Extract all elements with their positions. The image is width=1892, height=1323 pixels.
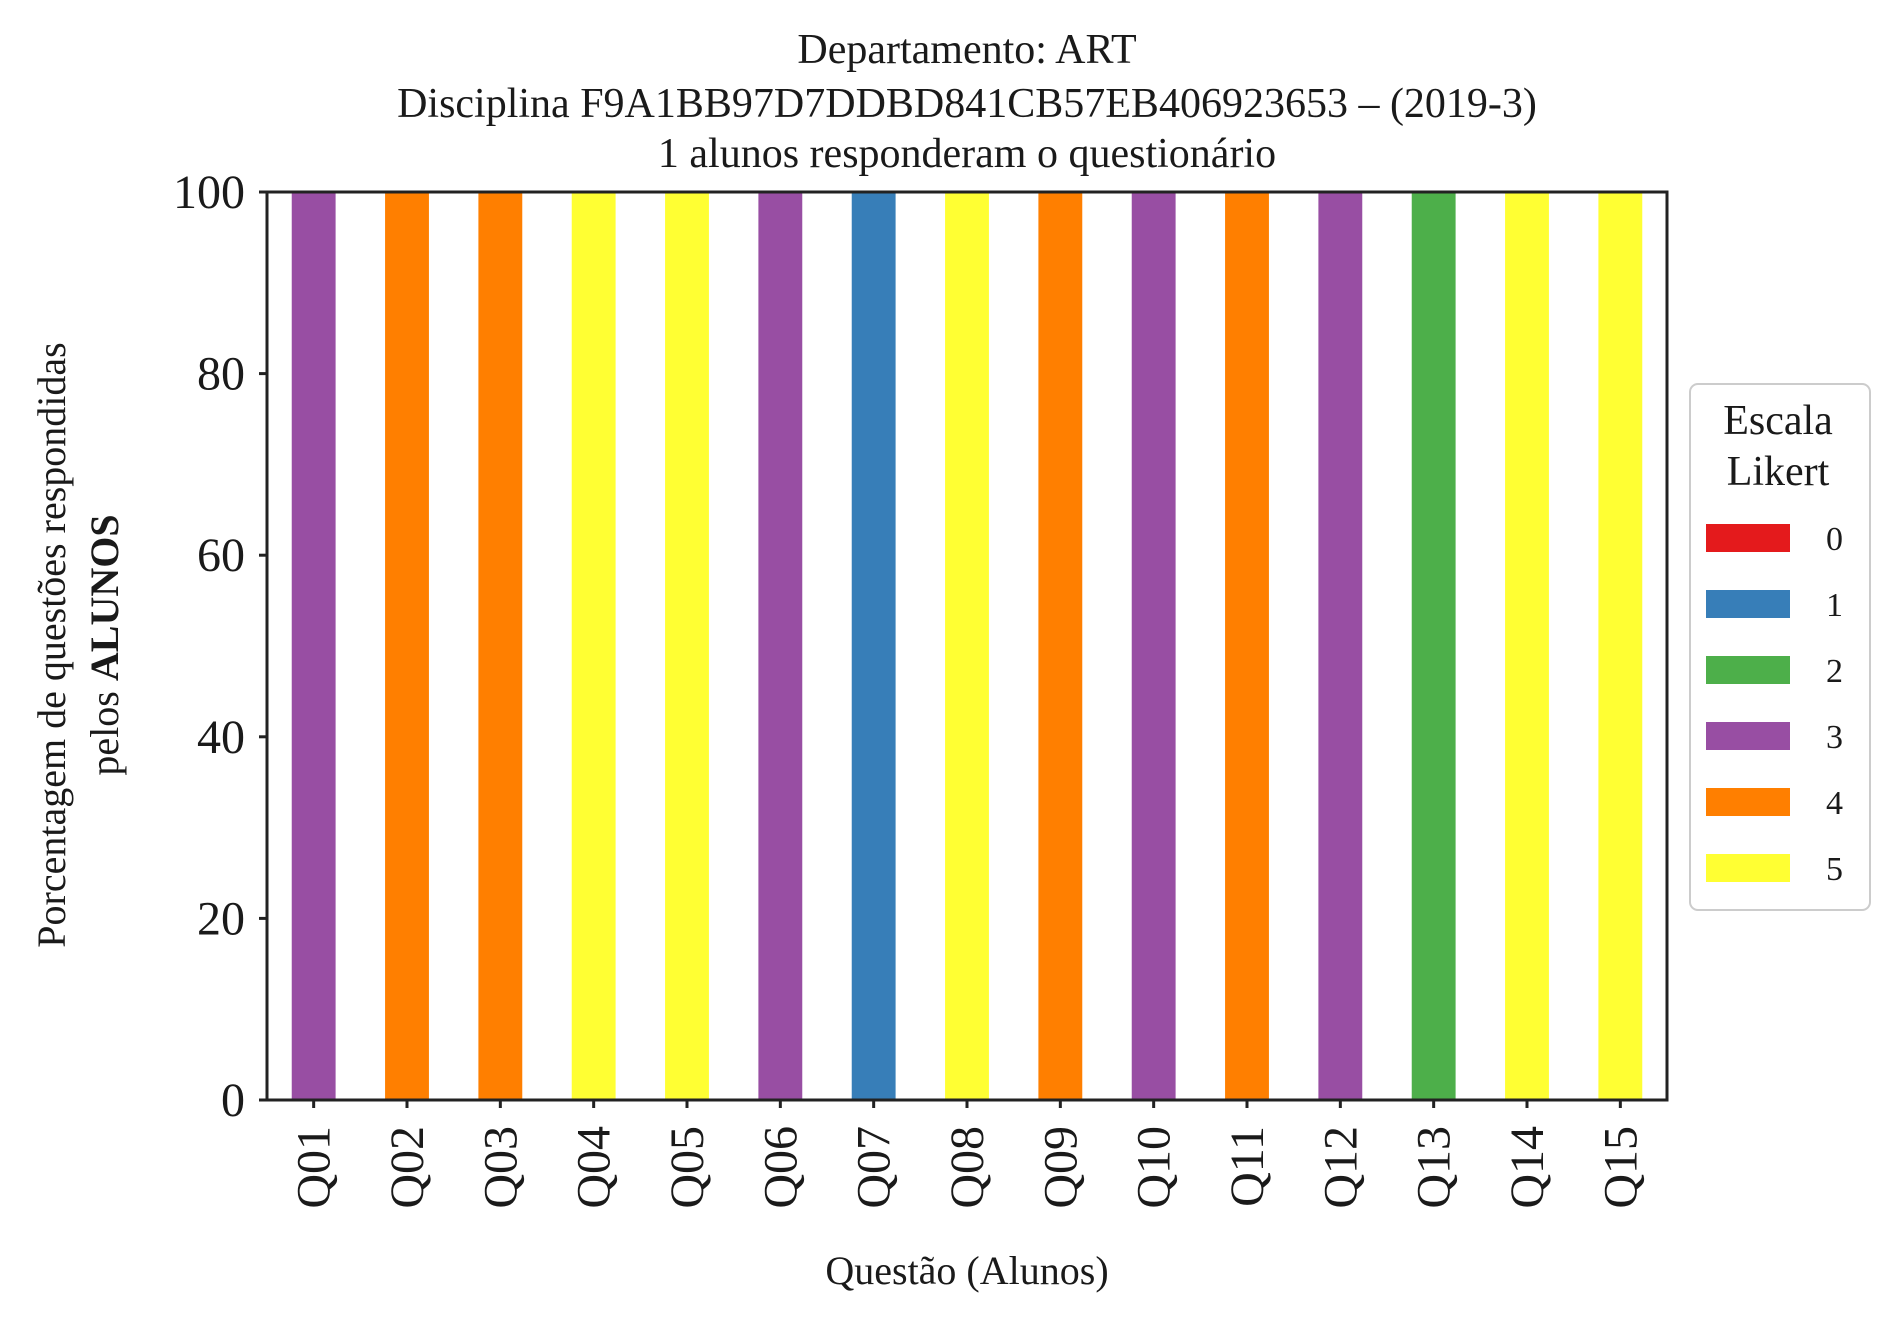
legend-swatch-1 [1706, 590, 1790, 618]
x-tick-label: Q02 [381, 1126, 434, 1209]
legend-swatch-3 [1706, 722, 1790, 750]
x-tick-label: Q12 [1314, 1126, 1367, 1209]
bars-group [291, 192, 1643, 1100]
bar-q12-scale-3 [1318, 192, 1363, 1100]
y-axis-label-line-1: Porcentagem de questões respondidas [29, 342, 74, 947]
title-line-3: 1 alunos responderam o questionário [658, 131, 1276, 177]
x-tick-label: Q06 [754, 1126, 807, 1209]
chart-title: Departamento: ART Disciplina F9A1BB97D7D… [397, 27, 1537, 177]
legend-label-5: 5 [1826, 851, 1843, 888]
bar-q15-scale-5 [1598, 192, 1643, 1100]
y-tick-label: 0 [221, 1074, 245, 1127]
x-axis-ticks: Q01 Q02 Q03 Q04 Q05 Q06 Q07 Q08 Q09 Q10 Q11 Q12 Q13 Q… [288, 1100, 1647, 1209]
legend-title-line-1: Escala [1723, 398, 1833, 444]
legend: Escala Likert 0 1 2 3 4 5 [1689, 383, 1871, 911]
legend-swatch-4 [1706, 788, 1790, 816]
y-tick-label: 40 [197, 711, 245, 764]
bar-q10-scale-3 [1131, 192, 1176, 1100]
bar-q01-scale-3 [291, 192, 336, 1100]
bar-q05-scale-5 [665, 192, 709, 1100]
y-tick-label: 80 [197, 348, 245, 401]
y-tick-label: 20 [197, 892, 245, 945]
title-line-2: Disciplina F9A1BB97D7DDBD841CB57EB406923… [397, 81, 1537, 127]
x-axis-label: Questão (Alunos) [825, 1248, 1108, 1293]
legend-label-4: 4 [1826, 785, 1843, 822]
x-tick-label: Q01 [288, 1126, 341, 1209]
legend-swatch-2 [1706, 656, 1790, 684]
y-axis-label-prefix: pelos [82, 681, 127, 775]
x-tick-label: Q15 [1594, 1126, 1647, 1209]
y-axis-label-line-2: pelos ALUNOS [82, 514, 127, 775]
title-line-1: Departamento: ART [797, 27, 1136, 73]
y-axis-ticks: 0 20 40 60 80 100 [173, 166, 267, 1127]
bar-q09-scale-4 [1038, 192, 1083, 1100]
y-axis-label: Porcentagem de questões respondidas pelo… [29, 342, 127, 947]
x-tick-label: Q05 [661, 1126, 714, 1209]
bar-q11-scale-4 [1225, 192, 1269, 1100]
legend-title-line-2: Likert [1727, 449, 1830, 495]
x-tick-label: Q08 [941, 1126, 994, 1209]
bar-q07-scale-1 [851, 192, 896, 1100]
x-tick-label: Q09 [1034, 1126, 1087, 1209]
legend-label-3: 3 [1826, 719, 1843, 756]
bar-q14-scale-5 [1505, 192, 1549, 1100]
bar-q04-scale-5 [571, 192, 616, 1100]
legend-swatch-0 [1706, 524, 1790, 552]
y-tick-label: 100 [173, 166, 245, 219]
legend-label-0: 0 [1826, 521, 1843, 558]
legend-label-1: 1 [1826, 587, 1843, 624]
x-tick-label: Q13 [1408, 1126, 1461, 1209]
legend-items: 0 1 2 3 4 5 [1706, 521, 1843, 888]
bar-q08-scale-5 [945, 192, 989, 1100]
bar-q13-scale-2 [1411, 192, 1456, 1100]
legend-swatch-5 [1706, 854, 1790, 882]
legend-frame [1689, 383, 1871, 911]
x-tick-label: Q07 [848, 1126, 901, 1209]
x-tick-label: Q14 [1501, 1126, 1554, 1209]
legend-label-2: 2 [1826, 653, 1843, 690]
x-tick-label: Q11 [1221, 1126, 1274, 1207]
y-tick-label: 60 [197, 529, 245, 582]
x-tick-label: Q03 [474, 1126, 527, 1209]
bar-q06-scale-3 [758, 192, 803, 1100]
x-tick-label: Q10 [1128, 1126, 1181, 1209]
y-axis-label-bold: ALUNOS [82, 514, 127, 681]
bar-q03-scale-4 [478, 192, 523, 1100]
x-tick-label: Q04 [568, 1126, 621, 1209]
bar-q02-scale-4 [385, 192, 429, 1100]
